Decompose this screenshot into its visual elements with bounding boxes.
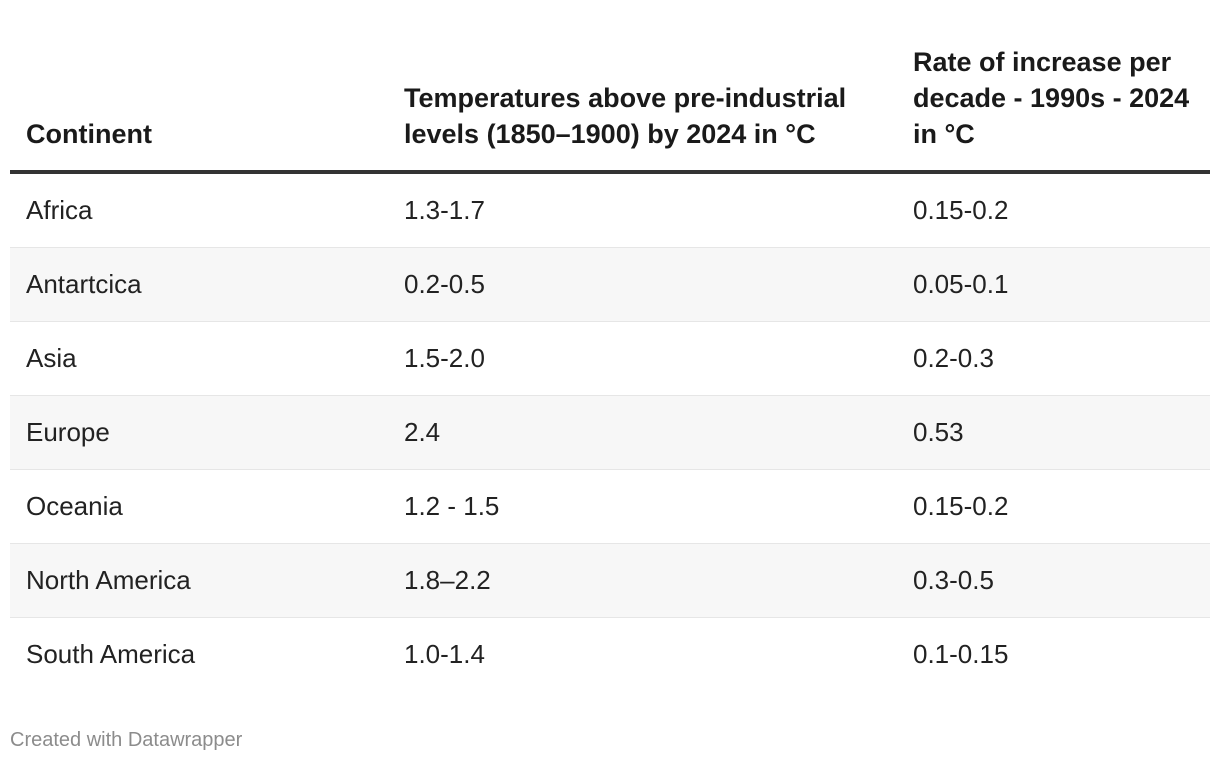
column-header-continent: Continent: [10, 44, 388, 174]
cell-continent: Africa: [10, 172, 388, 248]
table-body: Africa 1.3-1.7 0.15-0.2 Antartcica 0.2-0…: [10, 172, 1210, 691]
cell-rate: 0.15-0.2: [897, 172, 1210, 248]
cell-continent: Oceania: [10, 469, 388, 544]
table-row: South America 1.0-1.4 0.1-0.15: [10, 618, 1210, 692]
data-table-container: Continent Temperatures above pre-industr…: [10, 44, 1210, 691]
cell-temperature: 0.2-0.5: [388, 247, 897, 322]
cell-continent: Antartcica: [10, 247, 388, 322]
column-header-temperature: Temperatures above pre-industrial levels…: [388, 44, 897, 174]
header-row: Continent Temperatures above pre-industr…: [10, 44, 1210, 174]
cell-rate: 0.1-0.15: [913, 639, 1009, 669]
cell-rate: 0.3-0.5: [897, 543, 1210, 618]
table-header: Continent Temperatures above pre-industr…: [10, 44, 1210, 174]
datawrapper-credit: Created with Datawrapper: [10, 729, 243, 751]
column-header-rate: Rate of increase per decade - 1990s - 20…: [897, 44, 1210, 174]
cell-temperature: 1.8–2.2: [388, 543, 897, 618]
table-row: Africa 1.3-1.7 0.15-0.2: [10, 172, 1210, 248]
table-row: Asia 1.5-2.0 0.2-0.3: [10, 321, 1210, 396]
cell-temperature: 1.5-2.0: [388, 321, 897, 396]
table-row: Europe 2.4 0.53: [10, 395, 1210, 470]
table-row: Oceania 1.2 - 1.5 0.15-0.2: [10, 469, 1210, 544]
cell-continent: Europe: [10, 395, 388, 470]
cell-continent: Asia: [10, 321, 388, 396]
cell-temperature: 1.0-1.4: [404, 639, 485, 669]
cell-continent: North America: [10, 543, 388, 618]
cell-rate: 0.53: [897, 395, 1210, 470]
cell-rate: 0.15-0.2: [897, 469, 1210, 544]
cell-continent: South America: [26, 639, 196, 669]
data-table: Continent Temperatures above pre-industr…: [10, 44, 1210, 691]
cell-temperature: 1.2 - 1.5: [388, 469, 897, 544]
cell-temperature: 2.4: [388, 395, 897, 470]
table-row: Antartcica 0.2-0.5 0.05-0.1: [10, 247, 1210, 322]
cell-rate: 0.05-0.1: [897, 247, 1210, 322]
cell-temperature: 1.3-1.7: [388, 172, 897, 248]
cell-rate: 0.2-0.3: [897, 321, 1210, 396]
table-row: North America 1.8–2.2 0.3-0.5: [10, 543, 1210, 618]
